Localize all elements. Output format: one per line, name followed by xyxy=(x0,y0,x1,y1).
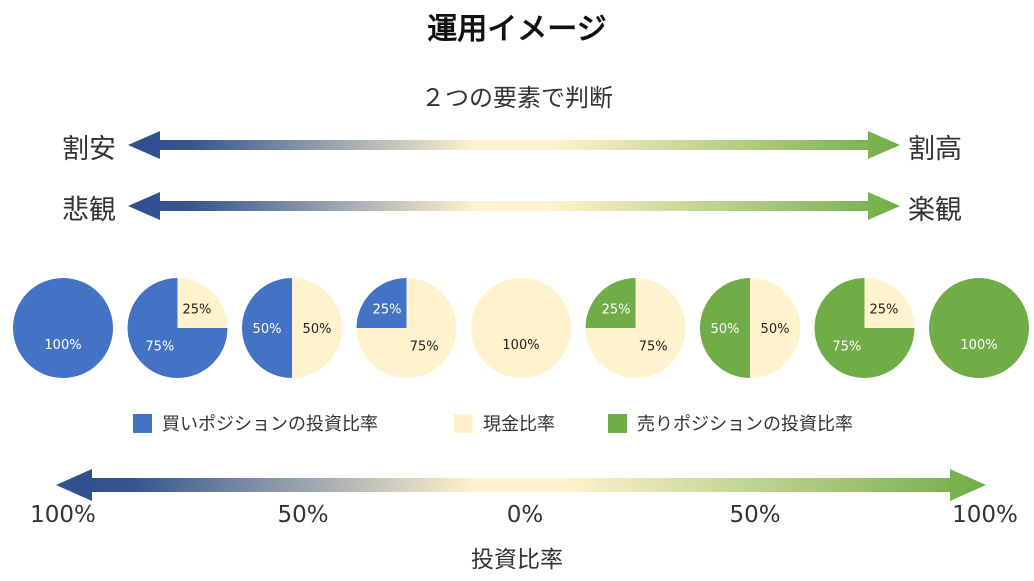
scale-2-left-label: 悲観 xyxy=(62,195,116,226)
sell-percent-label: 50% xyxy=(711,322,740,337)
buy-slice xyxy=(242,278,292,378)
cash-percent-label: 75% xyxy=(410,340,439,355)
cash-slice xyxy=(864,278,915,328)
axis-tick-buy-50: 50% xyxy=(277,502,329,528)
scale-1-right-label: 割高 xyxy=(908,134,962,165)
legend-item-sell: 売りポジションの投資比率 xyxy=(608,408,853,438)
pie-charts: 100% 25% 75% 50% 50% 75% 25% 100% 75% 25% 50% 50% 25… xyxy=(13,278,1029,378)
pie-7: 50% 50% xyxy=(700,278,800,378)
cash-percent-label: 75% xyxy=(639,340,668,355)
legend-sell-label: 売りポジションの投資比率 xyxy=(637,414,853,435)
buy-slice xyxy=(127,278,228,378)
buy-slice xyxy=(356,278,407,328)
cash-percent-label: 50% xyxy=(761,322,790,337)
buy-percent-label: 50% xyxy=(253,322,282,337)
sell-slice xyxy=(929,278,1029,378)
sell-percent-label: 25% xyxy=(602,303,631,318)
axis-double-arrow xyxy=(56,469,986,501)
pie-2: 25% 75% xyxy=(127,278,228,378)
buy-slice xyxy=(13,278,113,378)
buy-percent-label: 25% xyxy=(373,303,402,318)
cash-percent-label: 25% xyxy=(182,303,211,318)
double-arrow-2 xyxy=(128,192,900,220)
pie-1: 100% xyxy=(13,278,113,378)
sell-swatch xyxy=(608,413,627,433)
pie-9: 100% xyxy=(929,278,1029,378)
cash-slice xyxy=(292,278,342,378)
cash-percent-label: 25% xyxy=(869,303,898,318)
axis-title: 投資比率 xyxy=(471,547,563,573)
page-title: 運用イメージ xyxy=(427,12,607,47)
pie-4: 75% 25% xyxy=(356,278,457,378)
pie-6: 75% 25% xyxy=(585,278,686,378)
scale-2-right-label: 楽観 xyxy=(908,195,962,226)
cash-slice xyxy=(177,278,228,328)
sell-percent-label: 100% xyxy=(960,338,997,353)
buy-percent-label: 100% xyxy=(44,338,81,353)
sell-slice xyxy=(814,278,915,378)
legend-cash-label: 現金比率 xyxy=(483,414,555,435)
sell-slice xyxy=(585,278,636,328)
cash-slice xyxy=(750,278,800,378)
pie-5: 100% xyxy=(471,278,571,378)
legend-item-cash: 現金比率 xyxy=(454,408,555,438)
subtitle: ２つの要素で判断 xyxy=(421,84,613,112)
pie-3: 50% 50% xyxy=(242,278,342,378)
buy-percent-label: 75% xyxy=(145,340,174,355)
cash-swatch xyxy=(454,413,473,433)
legend-buy-label: 買いポジションの投資比率 xyxy=(162,414,378,435)
axis-tick-buy-100: 100% xyxy=(30,502,96,528)
double-arrow-1 xyxy=(128,131,900,159)
cash-slice xyxy=(471,278,571,378)
sell-percent-label: 75% xyxy=(832,340,861,355)
legend-item-buy: 買いポジションの投資比率 xyxy=(133,408,378,438)
buy-swatch xyxy=(133,413,152,433)
cash-percent-label: 100% xyxy=(502,338,539,353)
sell-slice xyxy=(700,278,750,378)
cash-percent-label: 50% xyxy=(303,322,332,337)
pie-8: 25% 75% xyxy=(814,278,915,378)
axis-tick-sell-50: 50% xyxy=(729,502,781,528)
scale-1-left-label: 割安 xyxy=(62,134,116,165)
axis-tick-0: 0% xyxy=(506,502,544,528)
axis-tick-sell-100: 100% xyxy=(952,502,1018,528)
